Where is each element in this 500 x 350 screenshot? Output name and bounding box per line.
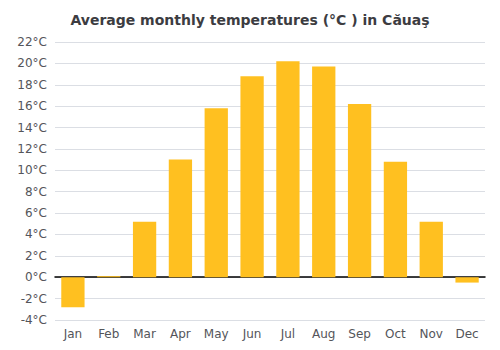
svg-text:18°C: 18°C (17, 78, 47, 92)
svg-text:4°C: 4°C (25, 227, 47, 241)
svg-text:Dec: Dec (455, 327, 478, 341)
svg-text:Mar: Mar (133, 327, 156, 341)
svg-text:0°C: 0°C (25, 270, 47, 284)
svg-text:10°C: 10°C (17, 163, 47, 177)
svg-text:-4°C: -4°C (21, 313, 47, 327)
svg-text:Oct: Oct (385, 327, 406, 341)
svg-text:Sep: Sep (348, 327, 371, 341)
svg-text:Jul: Jul (280, 327, 295, 341)
svg-text:Nov: Nov (420, 327, 443, 341)
svg-text:Jun: Jun (242, 327, 262, 341)
svg-text:8°C: 8°C (25, 185, 47, 199)
svg-text:12°C: 12°C (17, 142, 47, 156)
svg-text:Aug: Aug (312, 327, 335, 341)
svg-text:Average monthly temperatures (: Average monthly temperatures (°C ) in Că… (70, 12, 429, 28)
svg-text:14°C: 14°C (17, 121, 47, 135)
svg-text:20°C: 20°C (17, 56, 47, 70)
svg-text:2°C: 2°C (25, 249, 47, 263)
svg-text:May: May (204, 327, 229, 341)
svg-text:Jan: Jan (63, 327, 83, 341)
svg-text:6°C: 6°C (25, 206, 47, 220)
svg-text:16°C: 16°C (17, 99, 47, 113)
svg-text:Feb: Feb (98, 327, 119, 341)
svg-text:22°C: 22°C (17, 35, 47, 49)
svg-text:-2°C: -2°C (21, 292, 47, 306)
svg-text:Apr: Apr (170, 327, 191, 341)
